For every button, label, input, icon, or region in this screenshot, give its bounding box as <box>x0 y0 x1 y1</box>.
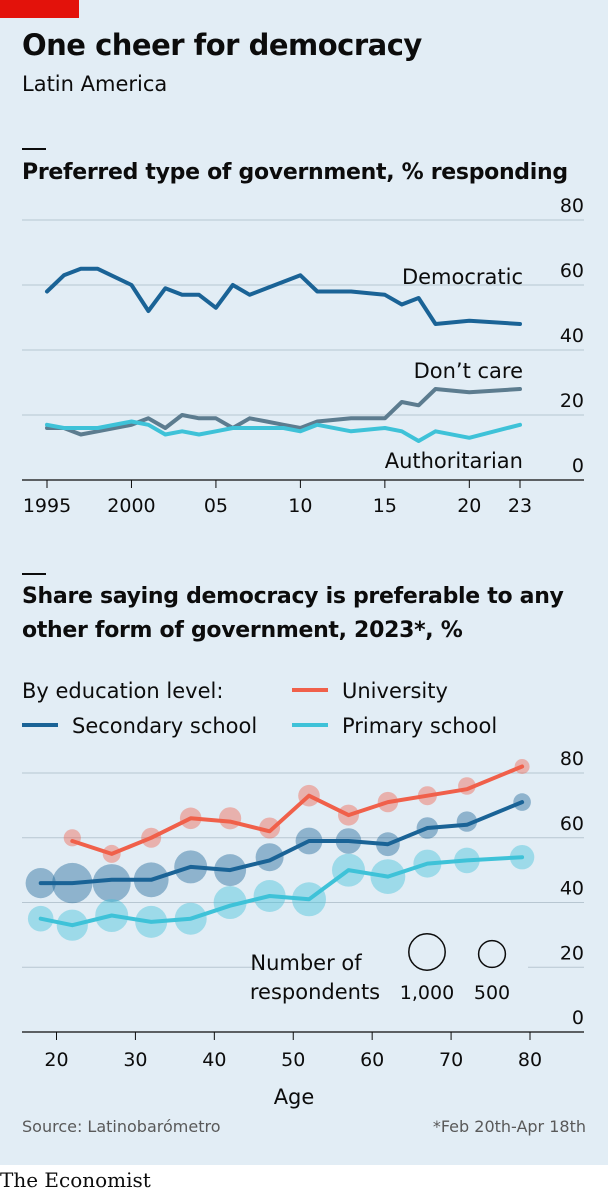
footnote: *Feb 20th-Apr 18th <box>432 1117 586 1136</box>
series-label: Authoritarian <box>385 449 523 473</box>
y-tick-label: 20 <box>560 942 584 964</box>
bubble <box>259 817 281 839</box>
x-tick-label: 05 <box>204 495 228 517</box>
chart1-rule <box>22 148 46 150</box>
source-note: Source: Latinobarómetro <box>22 1117 221 1136</box>
size-legend-title: respondents <box>250 980 380 1004</box>
x-axis-label: Age <box>274 1085 315 1109</box>
government-preference-chart: 0 20 40 60 80 1995 2000 05 10 15 20 23 Democratic Don… <box>22 195 584 517</box>
series-line-democratic <box>45 266 522 326</box>
y-tick-label: 80 <box>560 195 584 217</box>
x-tick-label: 30 <box>123 1049 147 1071</box>
bubble <box>255 843 284 872</box>
chart2-rule <box>22 573 46 575</box>
chart-panel: One cheer for democracy Latin America Pr… <box>0 0 608 1165</box>
y-tick-label: 40 <box>560 325 584 347</box>
size-legend-label: 1,000 <box>400 982 454 1004</box>
legend-heading: By education level: <box>22 679 223 703</box>
legend-label: Secondary school <box>72 714 257 738</box>
legend-label: University <box>342 679 448 703</box>
economist-logo: The Economist <box>0 1168 151 1192</box>
bubble <box>92 864 131 903</box>
series-line-secondary <box>38 800 525 886</box>
brand-red-tag <box>0 0 79 18</box>
x-tick-label: 20 <box>457 495 481 517</box>
y-tick-label: 0 <box>572 455 584 477</box>
x-tick-label: 10 <box>288 495 312 517</box>
chart2-title: Share saying democracy is preferable to … <box>22 584 564 643</box>
x-tick-label: 1995 <box>23 495 71 517</box>
x-tick-label: 20 <box>44 1049 68 1071</box>
bubbles-university <box>63 759 530 863</box>
size-legend-label: 500 <box>474 982 510 1004</box>
size-legend-circle <box>477 939 507 969</box>
page-title: One cheer for democracy <box>22 28 422 62</box>
series-line-university <box>70 764 525 856</box>
legend-label: Primary school <box>342 714 497 738</box>
democracy-by-age-chart: 0 20 40 60 80 20 30 40 50 60 70 80 Age By education l… <box>22 679 584 1109</box>
series-line-don-t-care <box>45 387 522 437</box>
y-tick-label: 20 <box>560 390 584 412</box>
bubble <box>219 807 242 830</box>
series-label: Don’t care <box>414 359 523 383</box>
x-tick-label: 15 <box>373 495 397 517</box>
y-tick-label: 60 <box>560 813 584 835</box>
x-tick-label: 60 <box>360 1049 384 1071</box>
size-legend-title: Number of <box>250 951 362 975</box>
x-tick-label: 2000 <box>107 495 155 517</box>
y-tick-label: 60 <box>560 260 584 282</box>
x-tick-label: 70 <box>439 1049 463 1071</box>
y-tick-label: 80 <box>560 748 584 770</box>
x-tick-label: 23 <box>508 495 532 517</box>
chart1-title: Preferred type of government, % respondi… <box>22 160 568 185</box>
x-tick-label: 50 <box>281 1049 305 1071</box>
series-line-authoritarian <box>45 419 522 443</box>
series-line-primary <box>38 855 525 928</box>
x-tick-label: 40 <box>202 1049 226 1071</box>
bubble <box>213 886 247 919</box>
y-tick-label: 40 <box>560 878 584 900</box>
size-legend-circle <box>408 933 446 971</box>
series-label: Democratic <box>402 265 523 289</box>
page-subtitle: Latin America <box>22 72 168 96</box>
x-tick-label: 80 <box>518 1049 542 1071</box>
y-tick-label: 0 <box>572 1007 584 1029</box>
